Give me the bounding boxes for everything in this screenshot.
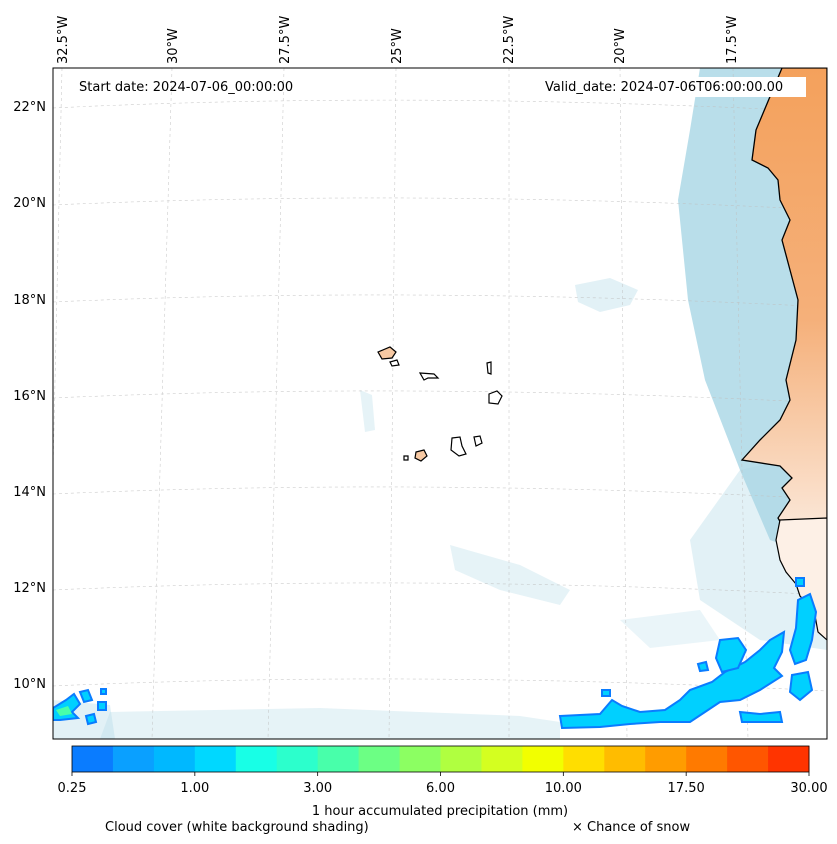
colorbar-tick-label: 0.25 [58, 781, 87, 796]
lon-label: 27.5°W [278, 16, 293, 64]
colorbar-cell [358, 746, 401, 772]
island-maio [473, 435, 483, 447]
colorbar-cell [72, 746, 114, 772]
lat-label: 16°N [13, 389, 46, 404]
colorbar-cell [686, 746, 728, 772]
colorbar-cell [481, 746, 523, 772]
latitude-labels: 22°N 20°N 18°N 16°N 14°N 12°N 10°N [13, 100, 46, 692]
colorbar: 0.25 1.00 3.00 6.00 10.00 17.50 30.00 1 hour a… [58, 745, 828, 819]
colorbar-tick-label: 30.00 [790, 781, 827, 796]
longitude-labels: 32.5°W 30°W 27.5°W 25°W 22.5°W 20°W 17.5… [56, 16, 740, 64]
colorbar-tick-label: 17.50 [668, 781, 705, 796]
colorbar-cells [72, 746, 810, 772]
island-santiago [450, 436, 467, 457]
colorbar-cell [235, 746, 278, 772]
island-santo-antao [377, 346, 397, 360]
lat-label: 10°N [13, 677, 46, 692]
map-frame [52, 67, 828, 740]
colorbar-cell [563, 746, 605, 772]
colorbar-tick-label: 10.00 [545, 781, 582, 796]
colorbar-title: 1 hour accumulated precipitation (mm) [312, 804, 568, 819]
lat-label: 20°N [13, 196, 46, 211]
snow-note: × Chance of snow [572, 820, 690, 835]
lon-label: 20°W [613, 28, 628, 64]
cape-verde-islands [377, 346, 503, 462]
cloud-cover-note: Cloud cover (white background shading) [105, 820, 369, 835]
lon-label: 22.5°W [502, 16, 517, 64]
lat-label: 12°N [13, 581, 46, 596]
lon-label: 17.5°W [725, 16, 740, 64]
island-sal [486, 361, 492, 375]
lat-label: 18°N [13, 293, 46, 308]
colorbar-cell [440, 746, 482, 772]
island-sao-vicente [389, 359, 400, 367]
colorbar-tick-label: 6.00 [426, 781, 455, 796]
precipitation-moderate [56, 706, 72, 716]
colorbar-cell [399, 746, 441, 772]
lat-label: 22°N [13, 100, 46, 115]
colorbar-ticks: 0.25 1.00 3.00 6.00 10.00 17.50 30.00 [58, 772, 828, 796]
lon-label: 30°W [166, 28, 181, 64]
valid-date-label: Valid_date: 2024-07-06T06:00:00.00 [545, 80, 783, 95]
colorbar-cell [522, 746, 564, 772]
colorbar-tick-label: 3.00 [303, 781, 332, 796]
colorbar-cell [153, 746, 196, 772]
colorbar-cell [604, 746, 646, 772]
colorbar-cell [317, 746, 360, 772]
colorbar-cell [645, 746, 687, 772]
colorbar-cell [768, 746, 810, 772]
lon-label: 25°W [390, 28, 405, 64]
colorbar-tick-label: 1.00 [180, 781, 209, 796]
lat-label: 14°N [13, 485, 46, 500]
colorbar-cell [276, 746, 319, 772]
island-boa-vista [488, 390, 503, 405]
lon-label: 32.5°W [56, 16, 71, 64]
colorbar-cell [194, 746, 237, 772]
colorbar-cell [112, 746, 155, 772]
precipitation-areas [53, 577, 818, 730]
island-fogo [414, 449, 428, 462]
colorbar-cell [727, 746, 769, 772]
island-brava [403, 455, 409, 461]
valid-date-box [540, 77, 806, 97]
start-date-label: Start date: 2024-07-06_00:00:00 [79, 80, 293, 95]
island-sao-nicolau [418, 372, 440, 381]
